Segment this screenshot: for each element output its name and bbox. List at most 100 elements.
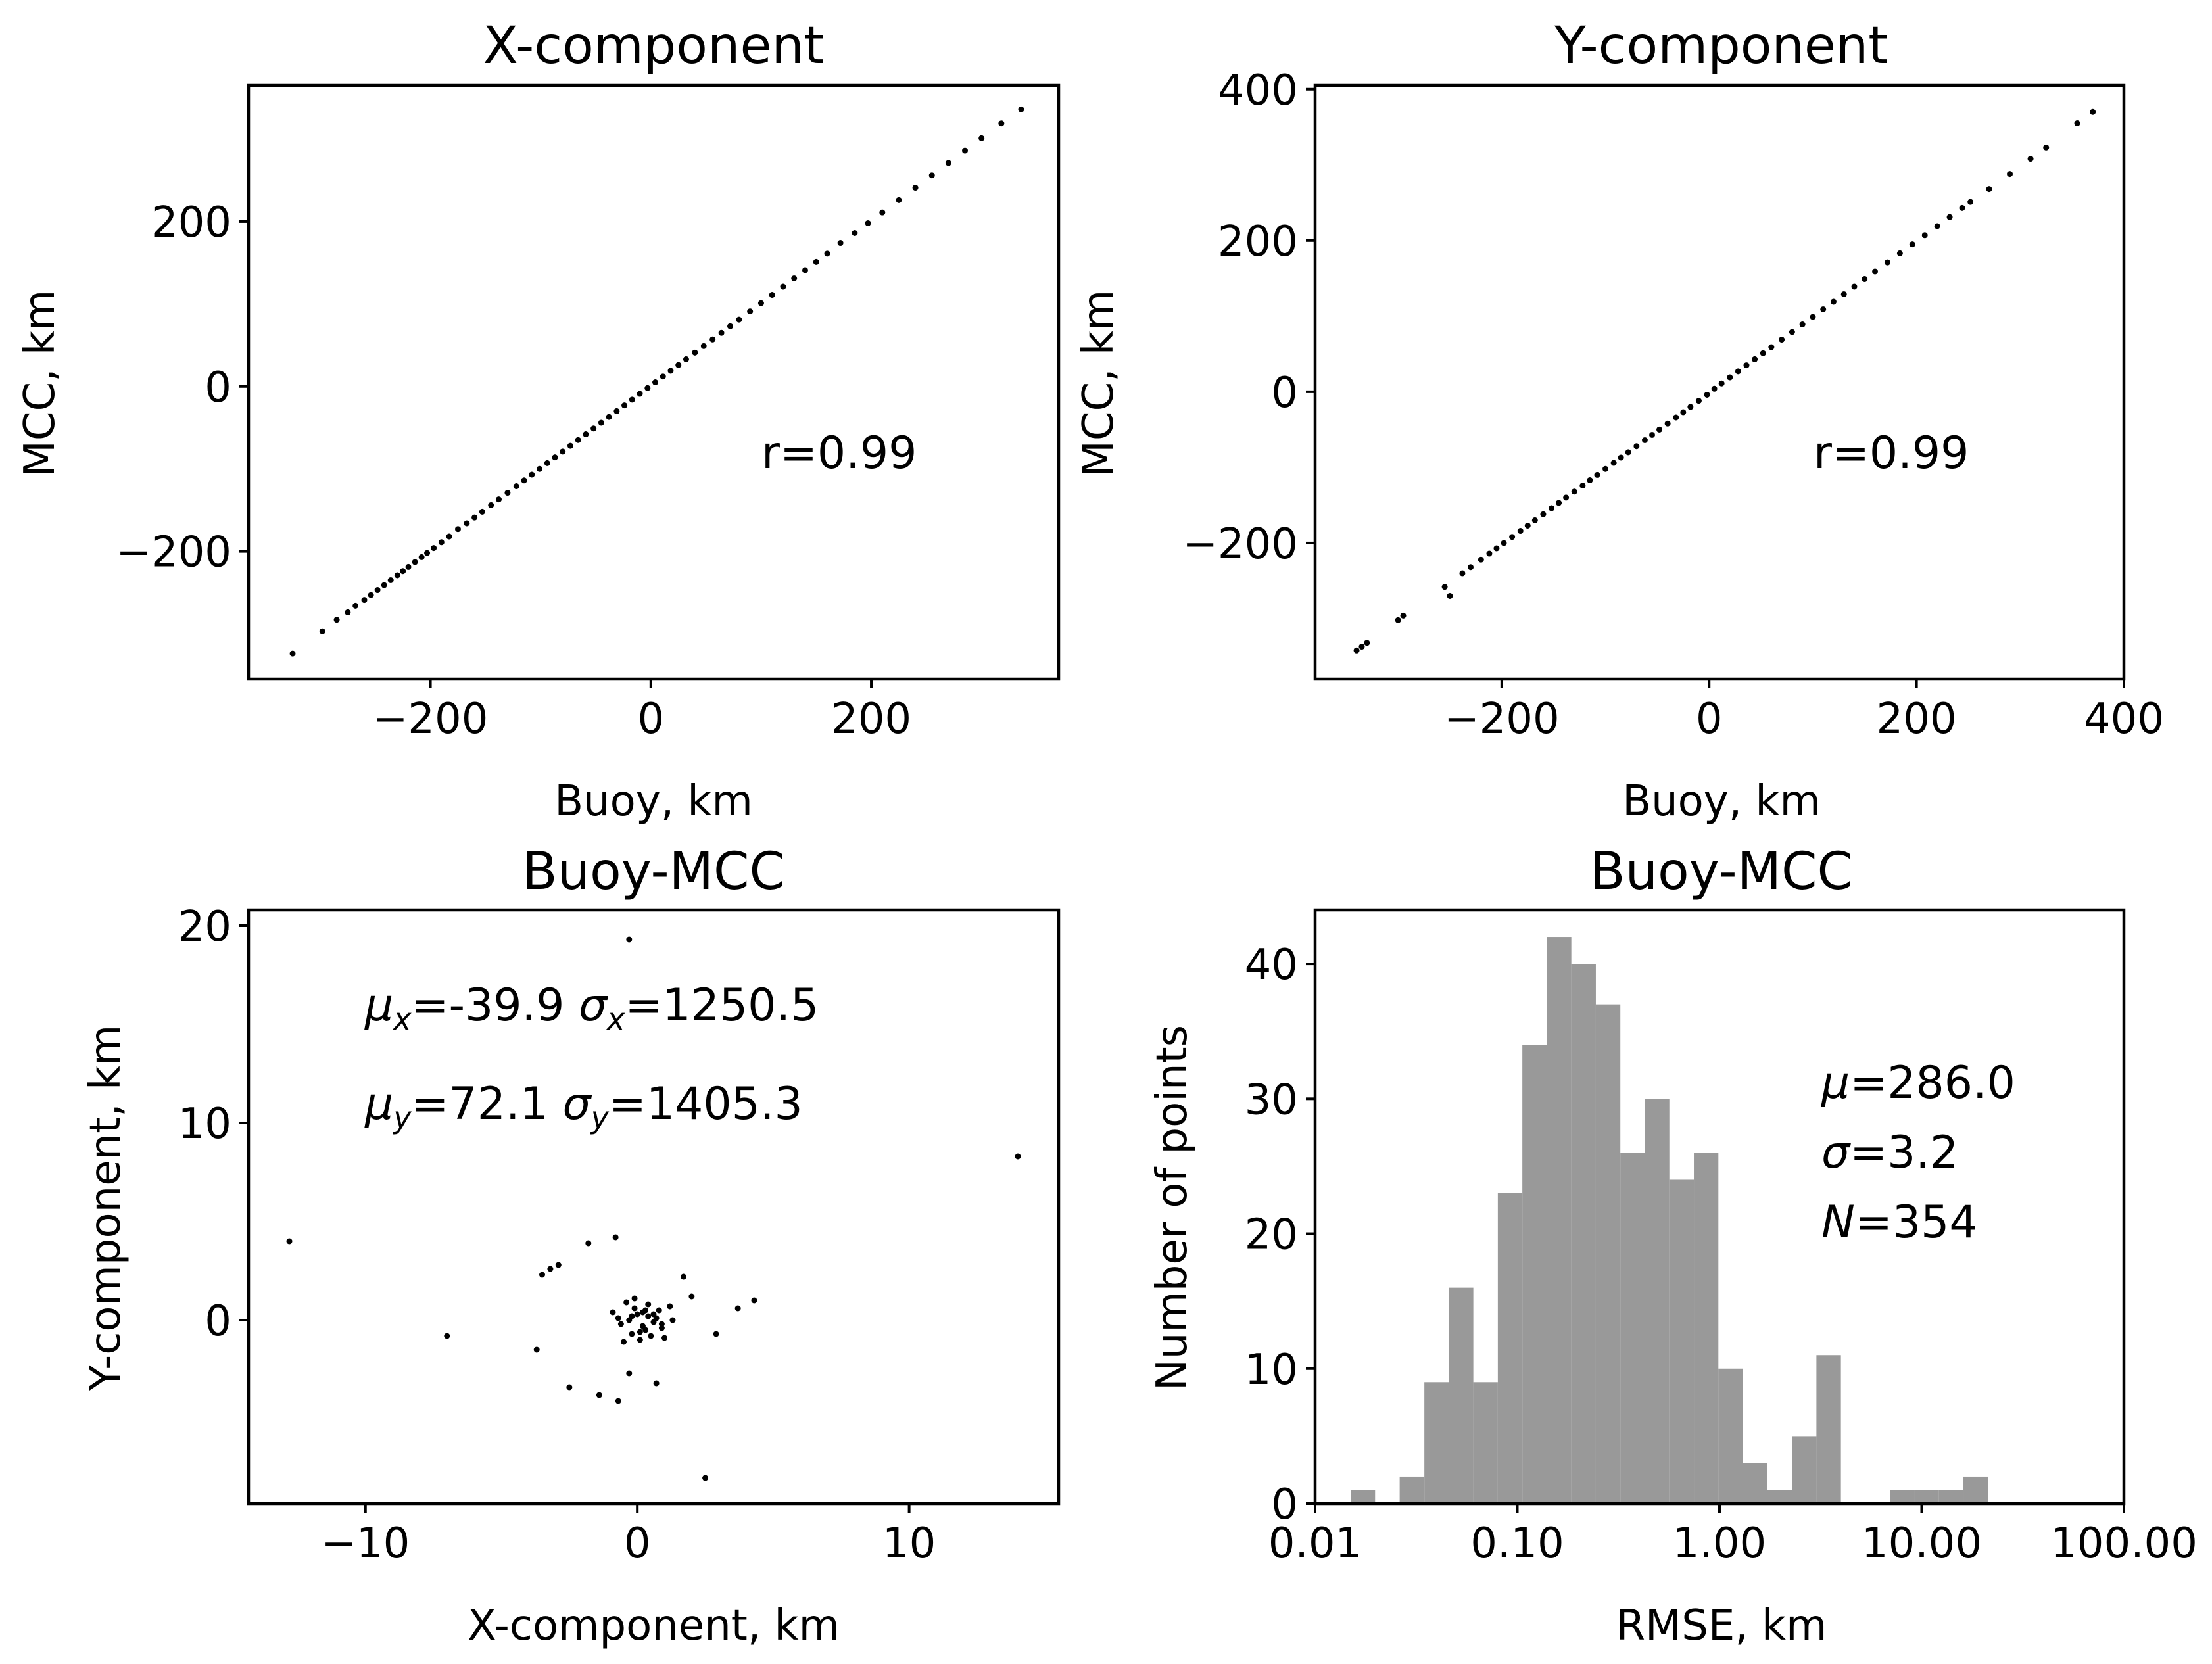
x-component-point — [544, 460, 550, 466]
x-component-point — [757, 300, 764, 306]
difference-scatter-x-axis-label: X-component, km — [468, 1602, 840, 1650]
y-component-point — [1364, 640, 1370, 646]
rmse-histogram-y-tick-label: 30 — [1245, 1076, 1298, 1124]
x-component-point — [521, 477, 527, 484]
difference-scatter-point — [626, 1370, 633, 1377]
difference-scatter-point — [555, 1262, 562, 1268]
y-component-point — [1704, 391, 1710, 398]
rmse-histogram-title: Buoy-MCC — [1590, 842, 1853, 901]
rmse-histogram-bar — [1963, 1476, 1988, 1504]
count-symbol: N — [1821, 1197, 1855, 1248]
rmse-histogram-bar — [1571, 964, 1596, 1504]
difference-scatter-point — [680, 1273, 686, 1280]
x-component-point — [683, 356, 689, 362]
x-component-point — [736, 316, 742, 323]
y-component-point — [1851, 283, 1858, 290]
y-component-x-tick-label: 0 — [1696, 695, 1723, 744]
y-component-point — [1896, 250, 1903, 256]
difference-scatter-x-ticks: −10 0 10 — [321, 1504, 936, 1568]
y-component-point — [1587, 477, 1593, 483]
rmse-histogram-bar — [1645, 1099, 1670, 1504]
count-value: =354 — [1855, 1197, 1978, 1248]
x-component-y-ticks: −200 0 200 — [116, 199, 249, 577]
y-component-point — [1501, 540, 1507, 546]
x-component-point — [381, 582, 387, 588]
x-component-point — [852, 229, 858, 236]
x-component-x-tick-label: −200 — [373, 695, 489, 744]
y-component-point — [1687, 404, 1694, 410]
y-component-point — [1718, 380, 1725, 387]
rmse-histogram-bar — [1547, 937, 1572, 1504]
y-component-x-ticks: −200 0 200 400 — [1444, 679, 2164, 744]
x-component-point — [418, 554, 425, 560]
y-component-point — [1752, 356, 1758, 362]
x-component-point — [552, 454, 558, 461]
rmse-histogram-x-tick-label: 10.00 — [1862, 1519, 1982, 1568]
y-component-point — [1695, 398, 1702, 404]
y-component-point — [1673, 414, 1679, 421]
rmse-histogram-y-axis-label: Number of points — [1148, 1025, 1197, 1391]
y-component-point — [1358, 644, 1365, 650]
x-component-point — [1018, 106, 1024, 112]
rmse-histogram-bar — [1595, 1004, 1621, 1504]
y-component-x-tick-label: 200 — [1877, 695, 1957, 744]
y-component-points — [1353, 108, 2096, 654]
difference-scatter-x-tick-label: 10 — [882, 1519, 936, 1568]
y-component-point — [1509, 534, 1516, 540]
x-component-point — [387, 577, 394, 583]
mu-y-symbol: μ — [364, 1078, 393, 1130]
difference-scatter-point — [615, 1315, 621, 1321]
y-component-point — [1789, 329, 1795, 335]
x-component-point — [405, 563, 412, 570]
mu-x-subscript: x — [392, 1001, 412, 1037]
rmse-histogram-bar — [1399, 1476, 1425, 1504]
x-component-x-tick-label: 200 — [831, 695, 911, 744]
y-component-point — [1395, 617, 1401, 623]
x-component-point — [560, 448, 566, 455]
difference-scatter-x-tick-label: −10 — [321, 1519, 410, 1568]
x-component-y-axis-label: MCC, km — [16, 290, 64, 477]
x-component-point — [879, 209, 886, 216]
x-component-point — [813, 258, 819, 265]
y-component-y-axis-label: MCC, km — [1074, 290, 1123, 477]
x-component-point — [652, 379, 659, 385]
x-component-x-tick-label: 0 — [637, 695, 664, 744]
rmse-count-annotation: N=354 — [1821, 1197, 1978, 1248]
y-component-y-tick-label: 0 — [1271, 369, 1298, 417]
difference-scatter-y-tick-label: 10 — [178, 1100, 231, 1149]
x-component-point — [289, 650, 296, 657]
x-component-point — [333, 617, 340, 623]
x-component-point — [928, 172, 935, 179]
difference-scatter-points — [286, 936, 1021, 1481]
y-component-point — [1830, 298, 1837, 305]
y-component-point — [1400, 612, 1407, 619]
x-component-point — [537, 465, 543, 472]
rmse-histogram-panel: Buoy-MCC 0.01 0.10 1.00 10.00 100.00 0 10 20 30… — [1148, 842, 2198, 1650]
x-component-point — [747, 308, 754, 315]
rmse-histogram-bar — [1620, 1153, 1645, 1504]
y-component-correlation-annotation: r=0.99 — [1814, 427, 1969, 479]
y-component-point — [1524, 522, 1531, 529]
y-component-point — [1840, 291, 1847, 297]
difference-scatter-point — [751, 1297, 757, 1304]
rmse-histogram-bar — [1890, 1490, 1915, 1504]
y-component-axes-frame — [1313, 83, 2126, 681]
difference-stats-y: μy=72.1 σy=1405.3 — [364, 1078, 803, 1135]
difference-scatter-point — [631, 1305, 638, 1312]
x-component-point — [709, 336, 716, 343]
y-component-point — [1641, 437, 1648, 443]
rmse-histogram-bar — [1767, 1490, 1792, 1504]
difference-scatter-point — [623, 1299, 630, 1306]
x-component-point — [598, 419, 604, 426]
difference-scatter-point — [617, 1321, 624, 1327]
x-component-point — [613, 408, 620, 414]
rmse-histogram-x-tick-label: 1.00 — [1673, 1519, 1767, 1568]
difference-scatter-point — [629, 1331, 635, 1337]
x-component-point — [962, 147, 969, 154]
difference-scatter-point — [615, 1398, 621, 1404]
y-component-point — [2007, 171, 2013, 178]
x-component-point — [802, 267, 808, 273]
y-component-point — [1921, 232, 1928, 239]
difference-scatter-point — [713, 1331, 719, 1337]
